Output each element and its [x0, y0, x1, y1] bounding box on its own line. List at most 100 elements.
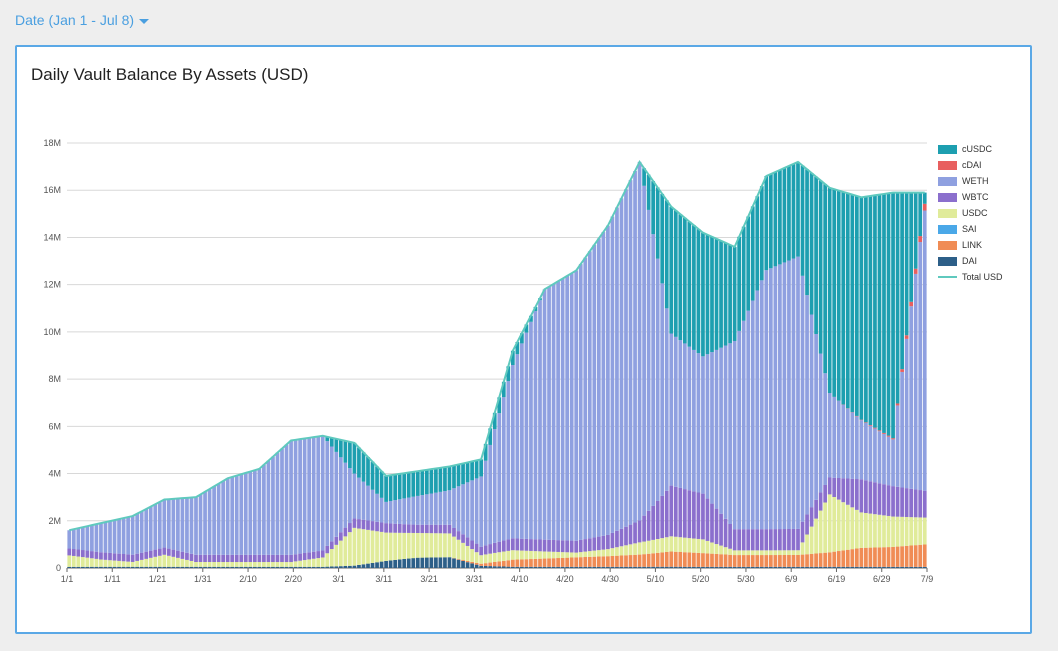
- bar-segment: [805, 554, 809, 567]
- bar-segment: [900, 192, 904, 370]
- bar-segment: [845, 566, 850, 568]
- bar-segment: [759, 186, 764, 281]
- bar-segment: [759, 555, 764, 567]
- bar-segment: [900, 487, 904, 517]
- bar-segment: [796, 554, 800, 567]
- legend-item[interactable]: cUSDC: [938, 141, 1003, 157]
- bar-segment: [370, 489, 375, 522]
- bar-segment: [343, 440, 348, 463]
- bar-segment: [248, 562, 253, 567]
- bar-segment: [117, 560, 121, 567]
- bar-segment: [166, 566, 171, 568]
- bar-segment: [655, 500, 660, 540]
- bar-segment: [909, 306, 914, 489]
- bar-segment: [515, 354, 520, 539]
- bar-segment: [877, 430, 882, 432]
- bar-segment: [71, 529, 76, 550]
- bar-segment: [854, 509, 859, 549]
- bar-segment: [384, 523, 388, 533]
- bar-segment: [456, 486, 461, 532]
- bar-segment: [524, 538, 529, 551]
- bar-segment: [434, 492, 438, 525]
- bar-segment: [117, 566, 121, 568]
- bar-segment: [515, 566, 520, 568]
- bar-segment: [388, 475, 393, 501]
- bar-segment: [682, 552, 687, 567]
- legend-item[interactable]: cDAI: [938, 157, 1003, 173]
- bar-segment: [660, 283, 665, 496]
- bar-segment: [71, 566, 76, 568]
- bar-segment: [479, 459, 484, 477]
- bar-segment: [329, 566, 334, 568]
- legend-item[interactable]: WETH: [938, 173, 1003, 189]
- bar-segment: [316, 558, 321, 567]
- bar-segment: [99, 566, 103, 568]
- bar-segment: [723, 554, 728, 567]
- bar-segment: [859, 197, 864, 420]
- bar-segment: [610, 555, 615, 567]
- bar-segment: [913, 545, 918, 567]
- bar-segment: [891, 566, 895, 568]
- bar-segment: [447, 490, 452, 525]
- bar-segment: [510, 538, 515, 551]
- bar-segment: [750, 300, 755, 530]
- bar-segment: [891, 516, 895, 547]
- bar-segment: [334, 451, 339, 537]
- chevron-down-icon[interactable]: [139, 18, 150, 24]
- bar-segment: [755, 290, 760, 530]
- bar-segment: [746, 310, 751, 530]
- bar-segment: [474, 478, 479, 544]
- bar-segment: [701, 539, 705, 554]
- bar-segment: [289, 562, 293, 567]
- bar-segment: [121, 518, 126, 555]
- bar-segment: [207, 566, 212, 568]
- bar-segment: [678, 214, 683, 341]
- bar-segment: [922, 490, 927, 518]
- bar-segment: [818, 492, 823, 511]
- bar-segment: [714, 238, 719, 350]
- legend-item[interactable]: WBTC: [938, 189, 1003, 205]
- legend-item[interactable]: Total USD: [938, 269, 1003, 285]
- bar-segment: [488, 553, 493, 563]
- bar-segment: [162, 499, 167, 548]
- legend-item[interactable]: LINK: [938, 237, 1003, 253]
- bar-segment: [773, 566, 778, 568]
- date-filter-label[interactable]: Date (Jan 1 - Jul 8): [15, 12, 135, 28]
- bar-segment: [479, 565, 484, 568]
- bar-segment: [547, 286, 551, 540]
- legend-item[interactable]: USDC: [938, 205, 1003, 221]
- bar-segment: [542, 539, 547, 552]
- bar-segment: [162, 566, 167, 568]
- bar-segment: [157, 566, 162, 568]
- legend-item[interactable]: DAI: [938, 253, 1003, 269]
- bar-segment: [845, 549, 850, 567]
- bar-segment: [601, 566, 606, 568]
- bar-segment: [429, 524, 434, 534]
- bar-segment: [569, 552, 574, 558]
- date-filter-dropdown[interactable]: Date (Jan 1 - Jul 8): [15, 12, 150, 28]
- bar-segment: [320, 550, 325, 558]
- bar-segment: [723, 566, 728, 568]
- bar-segment: [257, 566, 262, 568]
- bar-segment: [687, 566, 692, 568]
- bar-segment: [108, 521, 112, 553]
- bar-segment: [488, 566, 493, 568]
- bar-segment: [800, 554, 805, 567]
- bar-segment: [918, 566, 923, 568]
- legend-item[interactable]: SAI: [938, 221, 1003, 237]
- bar-segment: [452, 527, 456, 537]
- bar-segment: [764, 566, 769, 568]
- bar-segment: [334, 566, 339, 568]
- bar-segment: [329, 446, 334, 542]
- bar-segment: [488, 544, 493, 554]
- bar-segment: [375, 562, 379, 568]
- bar-segment: [302, 566, 307, 568]
- bar-segment: [289, 440, 293, 555]
- bar-segment: [728, 244, 732, 344]
- bar-segment: [642, 185, 646, 516]
- bar-segment: [171, 549, 176, 557]
- bar-segment: [913, 517, 918, 546]
- bar-segment: [307, 437, 312, 553]
- bar-segment: [275, 566, 280, 568]
- bar-segment: [90, 566, 94, 568]
